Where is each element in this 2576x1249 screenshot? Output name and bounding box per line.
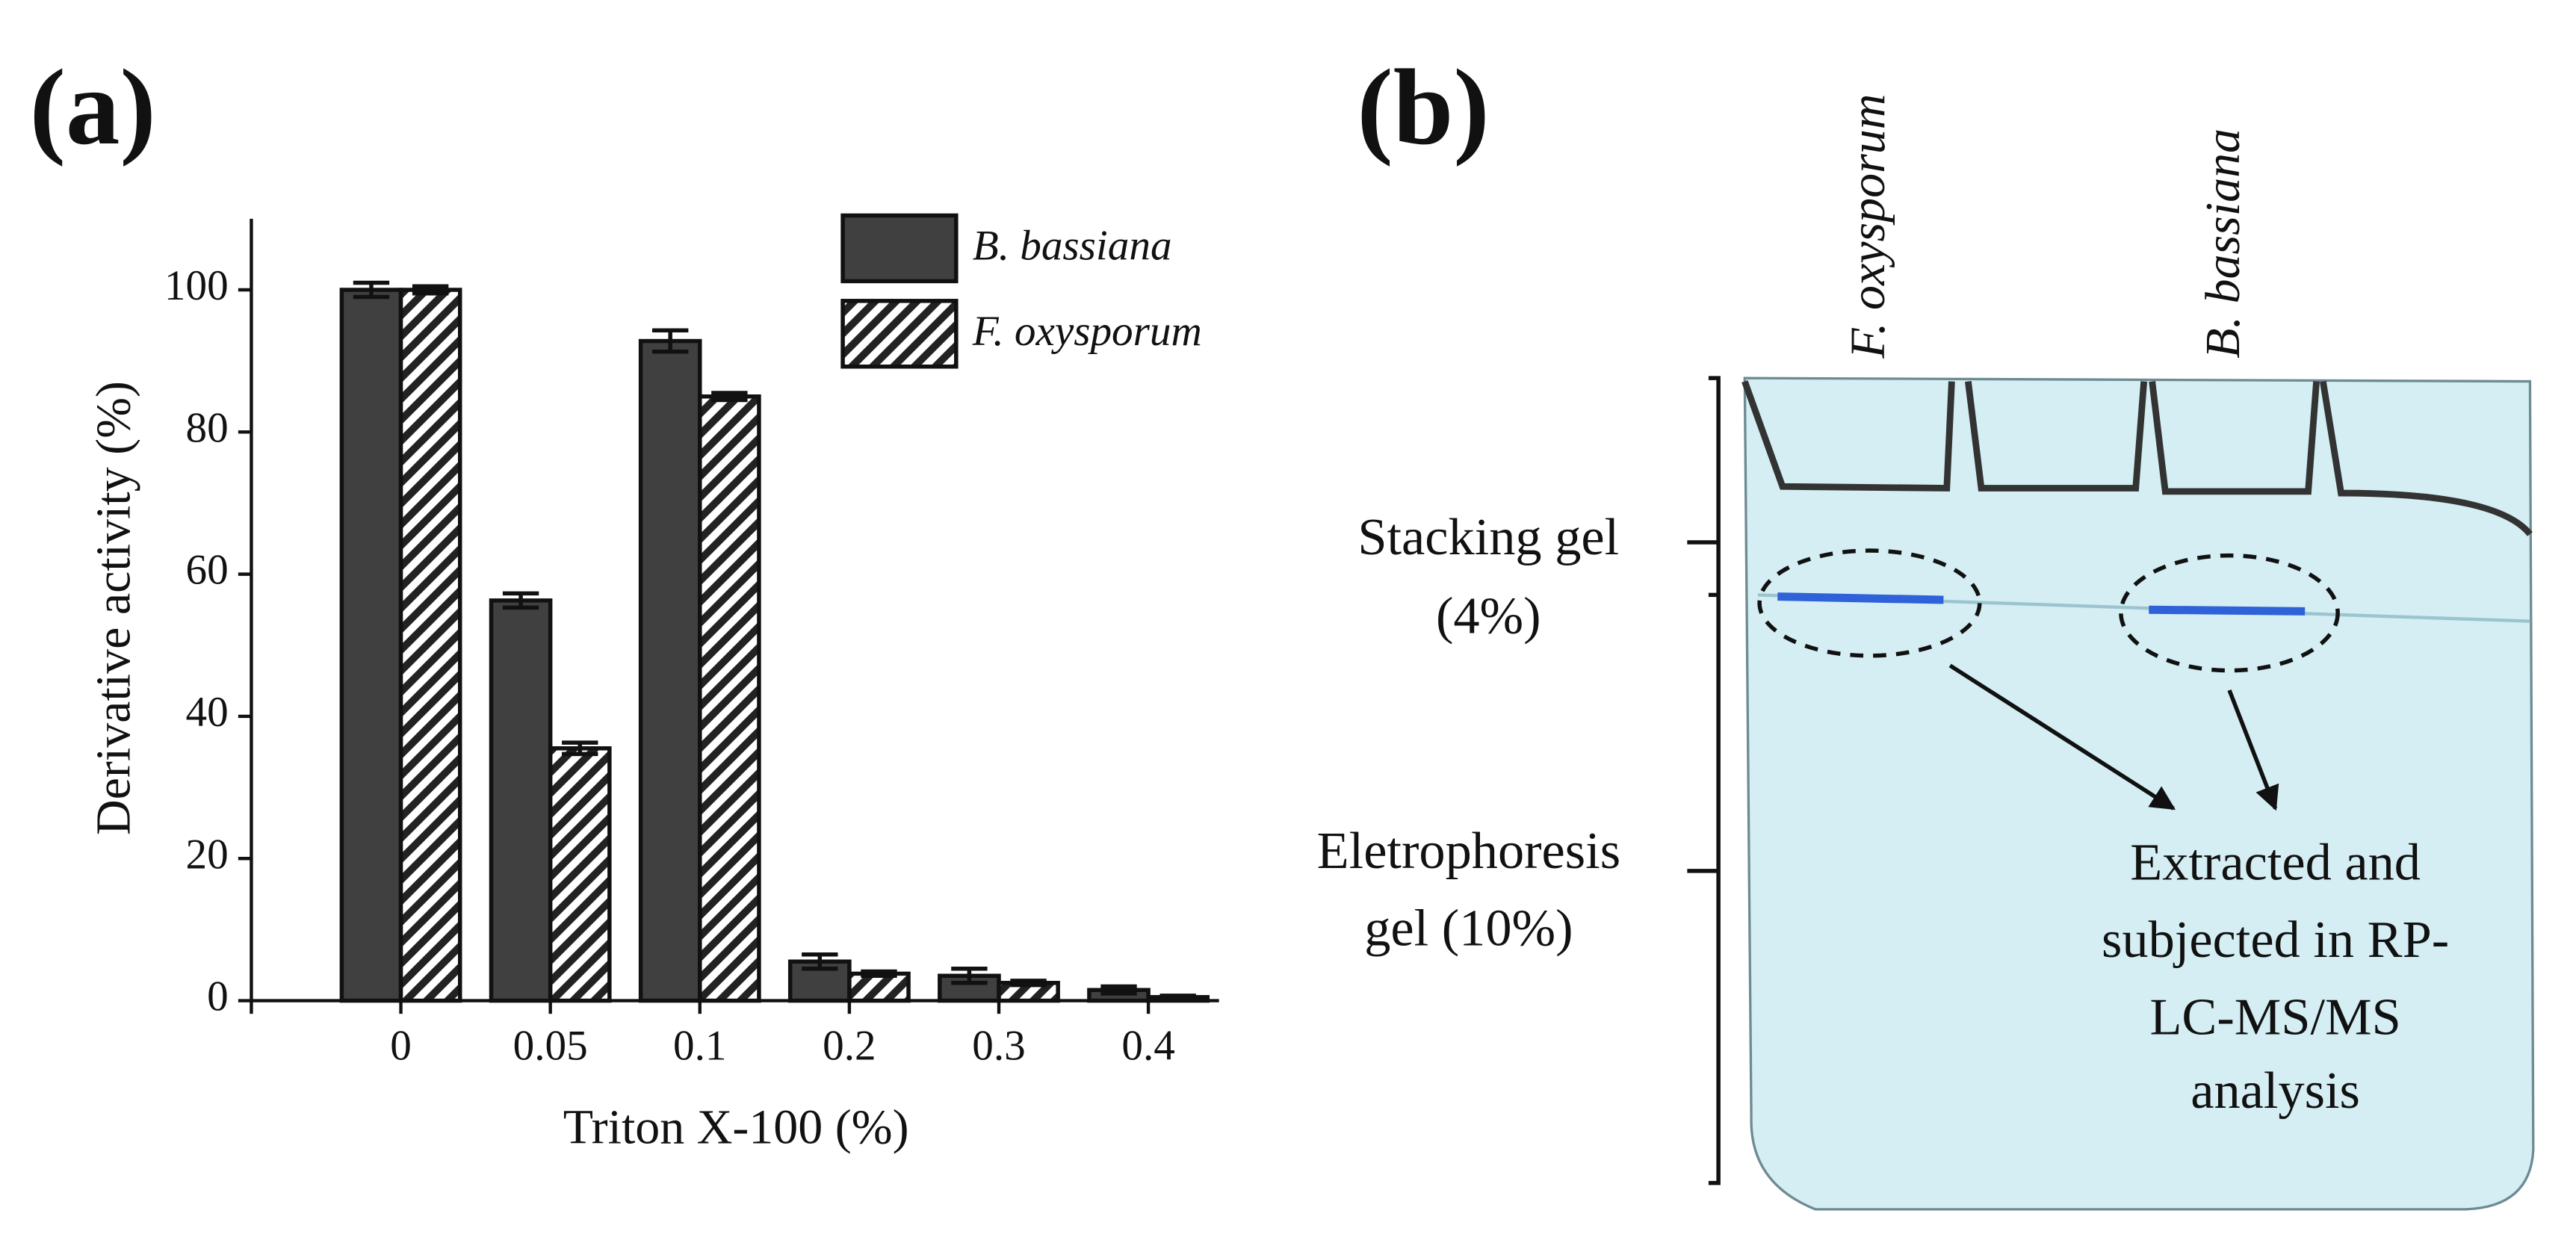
- error-bar: [562, 740, 598, 757]
- note: LC-MS/MS: [2149, 988, 2400, 1046]
- y-tick-label: 20: [186, 831, 229, 878]
- bar: [398, 288, 462, 1003]
- gel-label: gel (10%): [1364, 899, 1573, 958]
- legend-label: F. oxysporum: [972, 308, 1202, 355]
- y-tick-label: 60: [186, 547, 229, 594]
- x-tick-label: 0.3: [972, 1023, 1025, 1070]
- bar: [638, 338, 702, 1003]
- bar: [548, 746, 612, 1003]
- gel-label: (4%): [1436, 587, 1541, 645]
- x-axis-label: Triton X-100 (%): [563, 1100, 909, 1155]
- error-bar: [861, 969, 897, 979]
- lane-label: F. oxysporum: [1841, 94, 1895, 359]
- note: analysis: [2190, 1062, 2360, 1120]
- note: Extracted and: [2130, 834, 2421, 892]
- bar: [339, 288, 403, 1003]
- gel-label: Stacking gel: [1357, 508, 1619, 566]
- gel-label: Eletrophoresis: [1317, 822, 1620, 880]
- error-bar: [502, 591, 539, 610]
- y-tick-label: 40: [186, 689, 229, 736]
- note: subjected in RP-: [2102, 911, 2449, 969]
- panel-label: (b): [1357, 48, 1489, 167]
- error-bar: [412, 284, 449, 296]
- y-tick-label: 100: [164, 262, 229, 309]
- error-bar: [711, 391, 748, 403]
- error-bar: [802, 952, 838, 971]
- bar: [489, 598, 553, 1003]
- y-tick-label: 0: [207, 973, 229, 1020]
- lane-label: B. bassiana: [2196, 128, 2250, 359]
- bar: [698, 394, 761, 1003]
- panel-label: (a): [30, 48, 156, 167]
- y-axis-label: Derivative activity (%): [86, 381, 140, 835]
- error-bar: [651, 328, 689, 354]
- bar: [787, 959, 852, 1003]
- error-bar: [1010, 979, 1047, 988]
- x-tick-label: 0.1: [673, 1023, 726, 1070]
- legend-swatch: [840, 213, 959, 284]
- x-tick-label: 0.4: [1121, 1023, 1174, 1070]
- legend-label: B. bassiana: [973, 223, 1172, 270]
- x-tick-label: 0: [390, 1023, 412, 1070]
- error-bar: [951, 966, 988, 985]
- x-tick-label: 0.05: [513, 1023, 588, 1070]
- y-tick-label: 80: [186, 404, 229, 451]
- error-bar: [1100, 984, 1137, 996]
- legend-swatch: [840, 299, 959, 369]
- error-bar: [1159, 994, 1196, 1001]
- gel-image: [1687, 376, 2535, 1211]
- x-tick-label: 0.2: [823, 1023, 876, 1070]
- error-bar: [353, 280, 390, 300]
